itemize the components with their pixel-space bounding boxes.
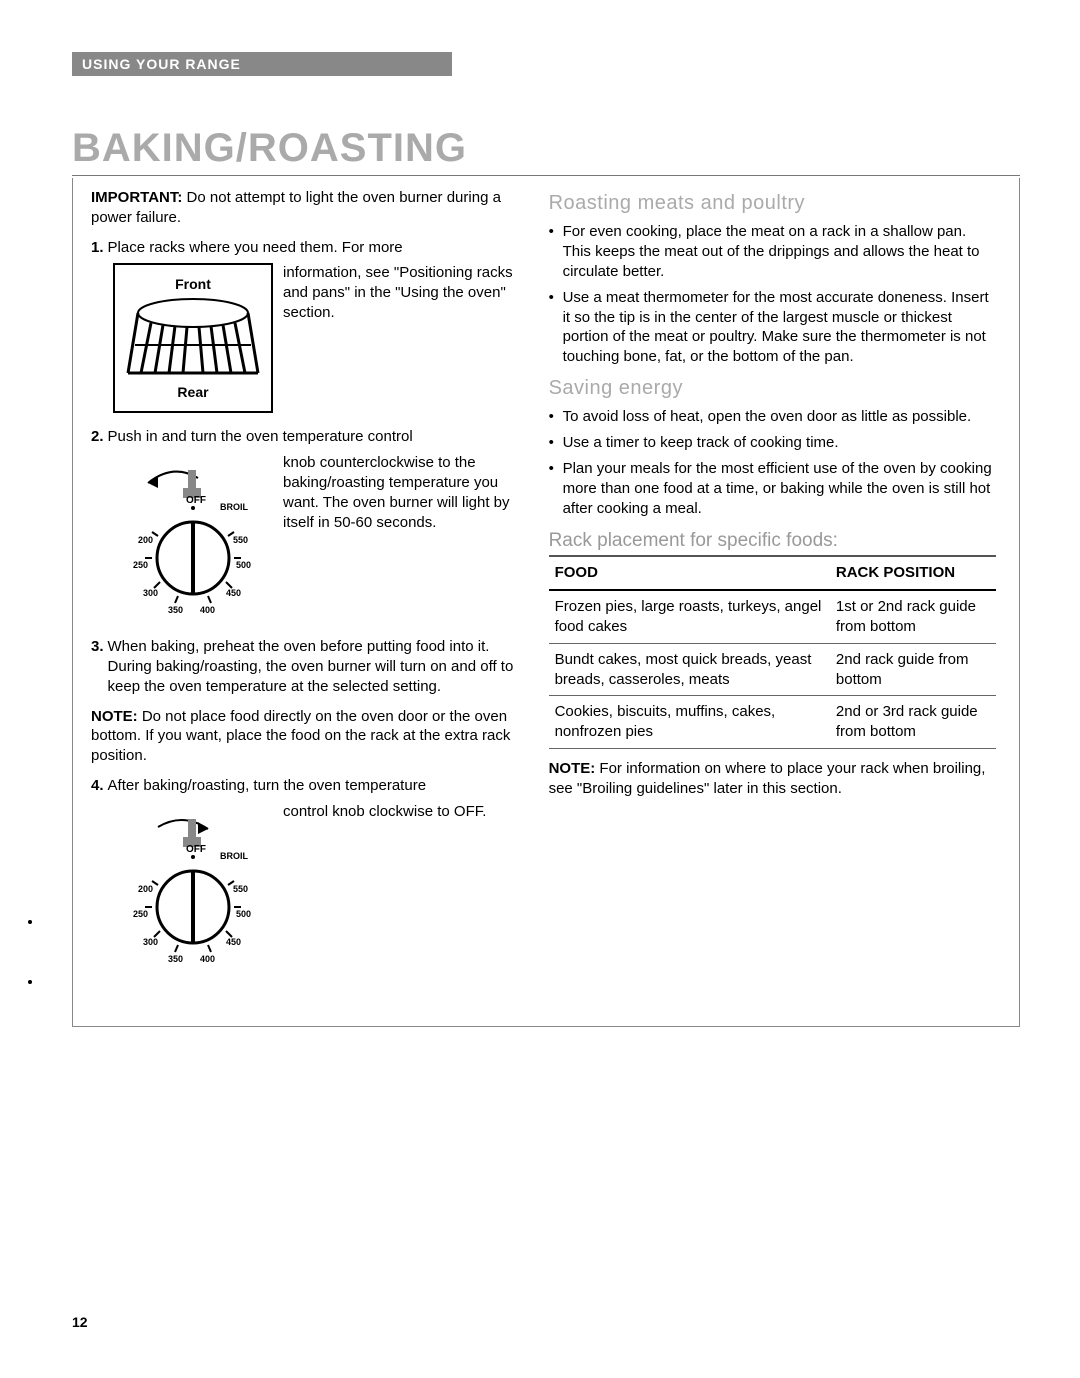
note-2: NOTE: For information on where to place … — [549, 759, 997, 799]
page-number: 12 — [72, 1314, 88, 1330]
knob-svg-ccw: OFF BROIL 200 250 300 350 400 450 500 55… — [118, 458, 268, 618]
roasting-bullet-2: Use a meat thermometer for the most accu… — [549, 288, 997, 367]
svg-text:300: 300 — [143, 588, 158, 598]
rack-rear-label: Rear — [177, 383, 208, 401]
table-row: Cookies, biscuits, muffins, cakes, nonfr… — [549, 696, 997, 749]
svg-text:550: 550 — [233, 884, 248, 894]
rack-front-label: Front — [175, 275, 211, 293]
rack-th-food: FOOD — [549, 557, 830, 590]
step-1-lead: Place racks where you need them. For mor… — [108, 238, 521, 258]
saving-bullet-3: Plan your meals for the most efficient u… — [549, 459, 997, 518]
step-4-num: 4. — [91, 776, 104, 796]
step-2-lead: Push in and turn the oven temperature co… — [108, 427, 521, 447]
svg-text:450: 450 — [226, 588, 241, 598]
svg-text:400: 400 — [200, 605, 215, 615]
step-2-figure-row: OFF BROIL 200 250 300 350 400 450 500 55… — [91, 453, 521, 623]
note-2-text: For information on where to place your r… — [549, 760, 986, 797]
important-paragraph: IMPORTANT: Do not attempt to light the o… — [91, 188, 521, 228]
svg-text:200: 200 — [138, 884, 153, 894]
svg-text:550: 550 — [233, 535, 248, 545]
step-1-num: 1. — [91, 238, 104, 258]
step-1-figure-row: Front — [91, 263, 521, 413]
step-4: 4. After baking/roasting, turn the oven … — [91, 776, 521, 796]
right-column: Roasting meats and poultry For even cook… — [549, 188, 997, 986]
rack-svg — [123, 293, 263, 383]
svg-text:BROIL: BROIL — [220, 851, 249, 861]
knob-diagram-ccw: OFF BROIL 200 250 300 350 400 450 500 55… — [113, 453, 273, 623]
step-3-num: 3. — [91, 637, 104, 696]
svg-text:250: 250 — [133, 560, 148, 570]
step-2-side: knob counterclockwise to the baking/roas… — [283, 453, 521, 532]
svg-text:350: 350 — [168, 605, 183, 615]
svg-text:350: 350 — [168, 954, 183, 964]
saving-list: To avoid loss of heat, open the oven doo… — [549, 407, 997, 518]
roasting-list: For even cooking, place the meat on a ra… — [549, 222, 997, 367]
knob-diagram-cw: OFF BROIL 200 250 300 350 400 450 500 55… — [113, 802, 273, 972]
rack-food-1: Bundt cakes, most quick breads, yeast br… — [549, 643, 830, 696]
saving-bullet-1: To avoid loss of heat, open the oven doo… — [549, 407, 997, 427]
step-4-figure-row: OFF BROIL 200 250 300 350 400 450 500 55… — [91, 802, 521, 972]
rack-food-0: Frozen pies, large roasts, turkeys, ange… — [549, 590, 830, 643]
step-2: 2. Push in and turn the oven temperature… — [91, 427, 521, 447]
note-1-label: NOTE: — [91, 708, 138, 725]
rack-table: FOOD RACK POSITION Frozen pies, large ro… — [549, 557, 997, 749]
svg-text:200: 200 — [138, 535, 153, 545]
artifact-dot — [28, 920, 32, 924]
svg-text:500: 500 — [236, 909, 251, 919]
table-row: Frozen pies, large roasts, turkeys, ange… — [549, 590, 997, 643]
important-label: IMPORTANT: — [91, 189, 182, 206]
artifact-dot — [28, 980, 32, 984]
table-row: Bundt cakes, most quick breads, yeast br… — [549, 643, 997, 696]
note-1-text: Do not place food directly on the oven d… — [91, 708, 510, 765]
step-4-side: control knob clockwise to OFF. — [283, 802, 521, 822]
step-2-num: 2. — [91, 427, 104, 447]
heading-rack-placement: Rack placement for specific foods: — [549, 528, 997, 557]
knob-off: OFF — [186, 495, 206, 506]
step-3: 3. When baking, preheat the oven before … — [91, 637, 521, 696]
step-1-side: information, see "Positioning racks and … — [283, 263, 521, 413]
svg-text:250: 250 — [133, 909, 148, 919]
step-3-text: When baking, preheat the oven before put… — [108, 637, 521, 696]
svg-text:500: 500 — [236, 560, 251, 570]
knob-broil: BROIL — [220, 502, 249, 512]
rack-pos-1: 2nd rack guide from bottom — [830, 643, 997, 696]
content-columns: IMPORTANT: Do not attempt to light the o… — [72, 178, 1020, 1027]
note-2-label: NOTE: — [549, 760, 596, 777]
page-title: BAKING/ROASTING — [72, 126, 1020, 176]
rack-pos-2: 2nd or 3rd rack guide from bottom — [830, 696, 997, 749]
heading-saving: Saving energy — [549, 375, 997, 401]
svg-text:450: 450 — [226, 937, 241, 947]
heading-roasting: Roasting meats and poultry — [549, 190, 997, 216]
step-1: 1. Place racks where you need them. For … — [91, 238, 521, 258]
rack-diagram: Front — [113, 263, 273, 413]
section-tab: USING YOUR RANGE — [72, 52, 452, 76]
saving-bullet-2: Use a timer to keep track of cooking tim… — [549, 433, 997, 453]
note-1: NOTE: Do not place food directly on the … — [91, 707, 521, 766]
rack-th-pos: RACK POSITION — [830, 557, 997, 590]
roasting-bullet-1: For even cooking, place the meat on a ra… — [549, 222, 997, 281]
svg-text:300: 300 — [143, 937, 158, 947]
step-4-lead: After baking/roasting, turn the oven tem… — [108, 776, 521, 796]
rack-food-2: Cookies, biscuits, muffins, cakes, nonfr… — [549, 696, 830, 749]
section-tab-label: USING YOUR RANGE — [82, 56, 241, 72]
rack-pos-0: 1st or 2nd rack guide from bottom — [830, 590, 997, 643]
svg-text:400: 400 — [200, 954, 215, 964]
knob-svg-cw: OFF BROIL 200 250 300 350 400 450 500 55… — [118, 807, 268, 967]
left-column: IMPORTANT: Do not attempt to light the o… — [91, 188, 521, 986]
svg-text:OFF: OFF — [186, 844, 206, 855]
